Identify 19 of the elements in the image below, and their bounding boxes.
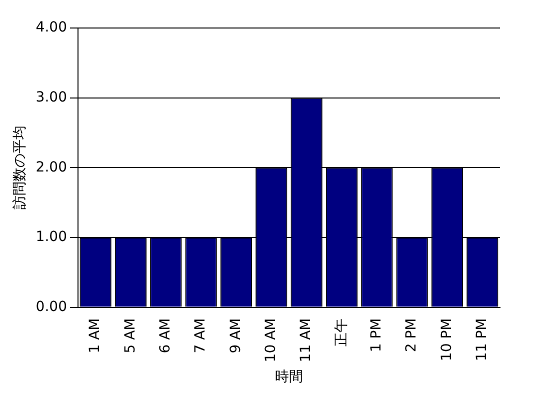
- x-tick-label: 7 AM: [192, 318, 209, 354]
- x-tick-label: 11 PM: [474, 318, 490, 362]
- x-tick-label: 1 PM: [368, 318, 385, 352]
- y-tick-label: 0.00: [36, 298, 67, 315]
- x-tick-label: 5 AM: [122, 318, 138, 354]
- y-axis-title: 訪問数の平均: [12, 126, 28, 210]
- x-tick-label: 10 PM: [438, 318, 455, 362]
- y-tick-label: 2.00: [36, 159, 67, 176]
- x-tick-label: 2 PM: [404, 318, 420, 352]
- y-tick-label: 4.00: [36, 20, 67, 36]
- x-tick-label: 11 AM: [298, 318, 314, 362]
- x-axis-title: 時間: [274, 369, 303, 386]
- x-tick-label: 10 AM: [263, 318, 280, 362]
- x-tick-label: 1 AM: [87, 318, 104, 354]
- y-tick-label: 3.00: [36, 89, 67, 106]
- x-tick-label: 正午: [333, 318, 350, 346]
- x-tick-label: 9 AM: [228, 318, 244, 354]
- y-tick-label: 1.00: [36, 229, 67, 246]
- x-tick-label: 6 AM: [158, 318, 174, 354]
